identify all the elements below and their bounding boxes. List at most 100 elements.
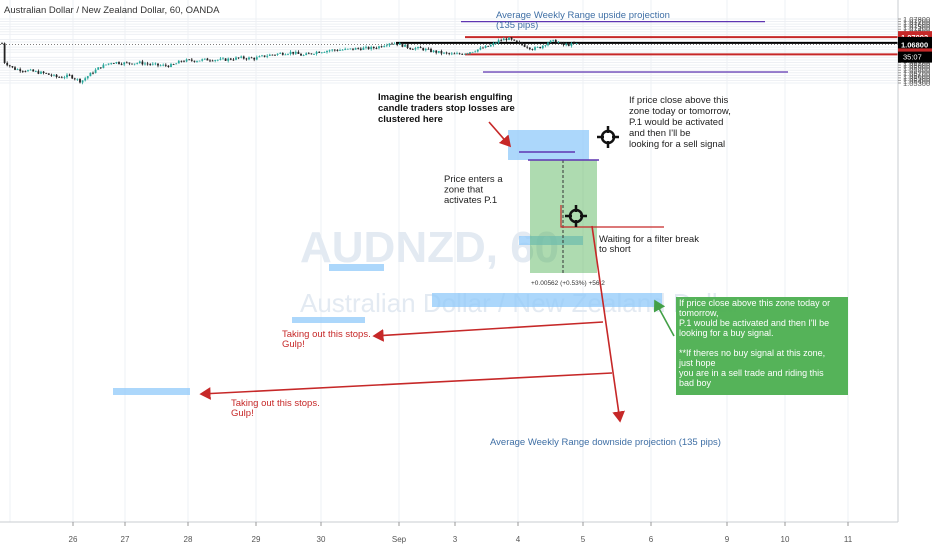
candle-body <box>151 63 154 65</box>
candle-body <box>557 42 560 43</box>
candle <box>201 58 204 62</box>
candle-body <box>393 43 396 45</box>
sell-signal-note: zone today or tomorrow, <box>629 106 731 117</box>
stops-note-1: Taking out this stops. <box>282 329 371 340</box>
candle <box>284 53 287 56</box>
candle <box>461 53 464 55</box>
candle <box>162 63 165 67</box>
candle-body <box>19 69 22 72</box>
candle <box>125 61 128 64</box>
candle <box>138 60 141 64</box>
candle <box>123 61 126 67</box>
candle <box>34 70 37 73</box>
candle <box>354 47 357 50</box>
candle-body <box>16 69 19 70</box>
candle-body <box>99 67 102 69</box>
buy-note-text: looking for a buy signal. <box>679 328 774 338</box>
candle <box>388 43 391 48</box>
candle-body <box>515 40 518 42</box>
y-tick-label: 1.06000 <box>903 61 930 70</box>
stops-note-2: Taking out this stops. <box>231 398 320 409</box>
candle-body <box>86 76 89 79</box>
bearish-note: candle traders stop losses are <box>378 103 515 114</box>
candle-body <box>487 45 490 47</box>
candle-body <box>315 51 318 54</box>
candle-body <box>60 77 63 79</box>
candle <box>287 53 289 56</box>
candle <box>560 41 562 43</box>
candle-body <box>528 47 531 50</box>
candle-body <box>222 58 224 60</box>
candle <box>505 37 508 42</box>
arrow-green <box>653 299 675 337</box>
candle <box>21 70 24 73</box>
candle-body <box>123 62 126 65</box>
candle <box>380 45 383 48</box>
candle <box>240 55 243 59</box>
candle <box>362 46 365 51</box>
candle-body <box>81 80 84 83</box>
candle <box>209 59 211 63</box>
candle-body <box>406 44 409 48</box>
candle <box>435 50 438 55</box>
target-icon <box>565 205 587 227</box>
x-tick-label: 3 <box>453 535 458 544</box>
candle-body <box>383 46 386 48</box>
candle-body <box>120 63 123 65</box>
candle-body <box>227 58 230 61</box>
candle <box>474 50 477 53</box>
candle-body <box>391 43 393 45</box>
candle <box>567 42 570 47</box>
candle <box>99 67 102 70</box>
candle-body <box>141 61 144 65</box>
zone-rect <box>432 293 662 307</box>
candle-body <box>372 46 375 49</box>
candle-body <box>318 51 321 53</box>
candle <box>112 62 115 64</box>
candle <box>180 60 183 63</box>
watermark: AUDNZD, 60 <box>300 223 559 272</box>
candle-body <box>469 52 471 54</box>
candle <box>297 50 300 55</box>
candle-body <box>352 48 354 50</box>
candle <box>573 41 575 44</box>
candle <box>534 46 536 51</box>
candle <box>229 57 232 61</box>
candle-body <box>508 37 510 41</box>
candle-body <box>456 53 458 55</box>
buy-note-text: If price close above this zone today or <box>679 298 830 308</box>
candle <box>549 40 552 43</box>
candle <box>302 54 305 57</box>
candle <box>196 60 198 63</box>
candle-body <box>500 40 503 42</box>
candle <box>289 50 292 56</box>
candle-body <box>453 53 456 55</box>
candle <box>336 49 339 52</box>
candle-body <box>349 48 352 50</box>
candle-body <box>328 50 331 52</box>
candle <box>79 78 81 84</box>
y-tick-label: 1.07700 <box>903 18 930 27</box>
candle-body <box>112 63 115 64</box>
candle <box>326 50 328 54</box>
stops-note-1: Gulp! <box>282 339 305 350</box>
candle-body <box>198 60 201 62</box>
candle <box>487 45 490 47</box>
candle <box>214 59 217 63</box>
candle <box>1 42 3 45</box>
candle-body <box>502 38 505 41</box>
candle-body <box>193 60 196 62</box>
candle-body <box>167 65 170 67</box>
candle-body <box>97 67 100 70</box>
candle <box>203 58 206 61</box>
candle-body <box>346 48 349 50</box>
price-axis-bg <box>898 0 932 550</box>
candle <box>578 42 581 45</box>
candle <box>266 54 269 59</box>
candle <box>235 56 237 61</box>
candle <box>430 47 432 53</box>
candle-body <box>180 60 183 62</box>
candle-body <box>404 44 406 47</box>
